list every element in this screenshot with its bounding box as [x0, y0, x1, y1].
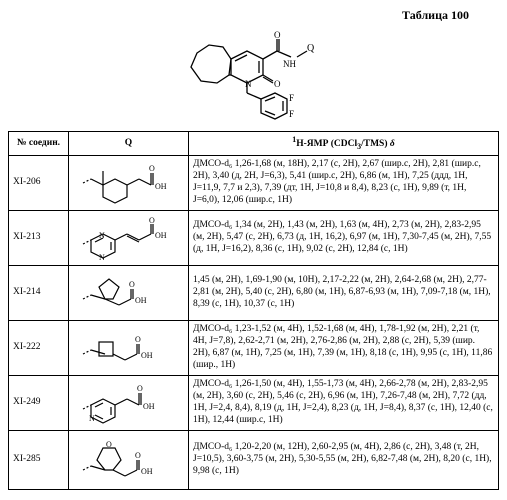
- header-id: № соедин.: [9, 132, 69, 156]
- compound-id: XI-214: [9, 265, 69, 320]
- nmr-data: ДМСО-d₆ 1,20-2,20 (м, 12H), 2,60-2,95 (м…: [189, 430, 499, 489]
- svg-text:OH: OH: [155, 231, 167, 240]
- table-row: XI-214 O OH 1,45 (м, 2H), 1,69-1,90 (м, …: [9, 265, 499, 320]
- nmr-t1: H-ЯМР (CDCl: [296, 139, 357, 149]
- svg-text:OH: OH: [141, 351, 153, 360]
- svg-text:O: O: [129, 280, 135, 289]
- svg-text:F: F: [289, 109, 294, 119]
- nmr-data: ДМСО-d₆ 1,26-1,68 (м, 18H), 2,17 (с, 2H)…: [189, 155, 499, 210]
- q-structure: O O OH: [69, 430, 189, 489]
- svg-text:O: O: [106, 440, 112, 449]
- q-structure: N O OH: [69, 375, 189, 430]
- table-row: XI-285 O O OH ДМСО-d₆ 1,20-2,20 (м, 12H)…: [9, 430, 499, 489]
- table-row: XI-213 N N O OH ДМСО-d₆ 1,34 (м, 2: [9, 210, 499, 265]
- q-structure: O OH: [69, 155, 189, 210]
- header-q: Q: [69, 132, 189, 156]
- nmr-t2: /TMS): [361, 139, 390, 149]
- table-row: XI-206 O OH ДМСО-d₆ 1,26-1,68 (м, 18H), …: [9, 155, 499, 210]
- svg-text:OH: OH: [143, 402, 155, 411]
- svg-text:O: O: [149, 216, 155, 225]
- svg-text:NH: NH: [283, 59, 296, 69]
- table-header-row: № соедин. Q 1H-ЯМР (CDCl3/TMS) δ: [9, 132, 499, 156]
- svg-text:OH: OH: [135, 296, 147, 305]
- compound-table: № соедин. Q 1H-ЯМР (CDCl3/TMS) δ XI-206 …: [8, 131, 499, 490]
- svg-text:O: O: [149, 164, 155, 173]
- nmr-data: ДМСО-d₆ 1,26-1,50 (м, 4H), 1,55-1,73 (м,…: [189, 375, 499, 430]
- compound-id: XI-213: [9, 210, 69, 265]
- svg-text:O: O: [135, 451, 141, 460]
- svg-text:N: N: [99, 253, 105, 262]
- q-structure: N N O OH: [69, 210, 189, 265]
- table-row: XI-249 N O OH ДМСО-d₆ 1,26-1,50 (м, 4H),…: [9, 375, 499, 430]
- q-structure: O OH: [69, 320, 189, 375]
- compound-id: XI-249: [9, 375, 69, 430]
- nmr-delta: δ: [390, 139, 395, 149]
- core-structure: N O O NH Q F F: [8, 27, 499, 125]
- q-structure: O OH: [69, 265, 189, 320]
- header-nmr: 1H-ЯМР (CDCl3/TMS) δ: [189, 132, 499, 156]
- table-title: Таблица 100: [8, 8, 499, 23]
- nmr-data: ДМСО-d₆ 1,23-1,52 (м, 4H), 1,52-1,68 (м,…: [189, 320, 499, 375]
- compound-id: XI-206: [9, 155, 69, 210]
- table-row: XI-222 O OH ДМСО-d₆ 1,23-1,52 (м, 4H), 1…: [9, 320, 499, 375]
- svg-text:N: N: [245, 79, 252, 89]
- svg-text:OH: OH: [141, 467, 153, 476]
- svg-text:N: N: [89, 414, 95, 423]
- nmr-data: 1,45 (м, 2H), 1,69-1,90 (м, 10H), 2,17-2…: [189, 265, 499, 320]
- svg-text:F: F: [289, 93, 294, 103]
- svg-text:O: O: [135, 335, 141, 344]
- svg-text:O: O: [137, 384, 143, 393]
- svg-text:OH: OH: [155, 182, 167, 191]
- svg-text:O: O: [274, 30, 281, 40]
- nmr-data: ДМСО-d₆ 1,34 (м, 2H), 1,43 (м, 2H), 1,63…: [189, 210, 499, 265]
- svg-text:O: O: [274, 79, 281, 89]
- compound-id: XI-222: [9, 320, 69, 375]
- compound-id: XI-285: [9, 430, 69, 489]
- svg-text:Q: Q: [307, 43, 315, 54]
